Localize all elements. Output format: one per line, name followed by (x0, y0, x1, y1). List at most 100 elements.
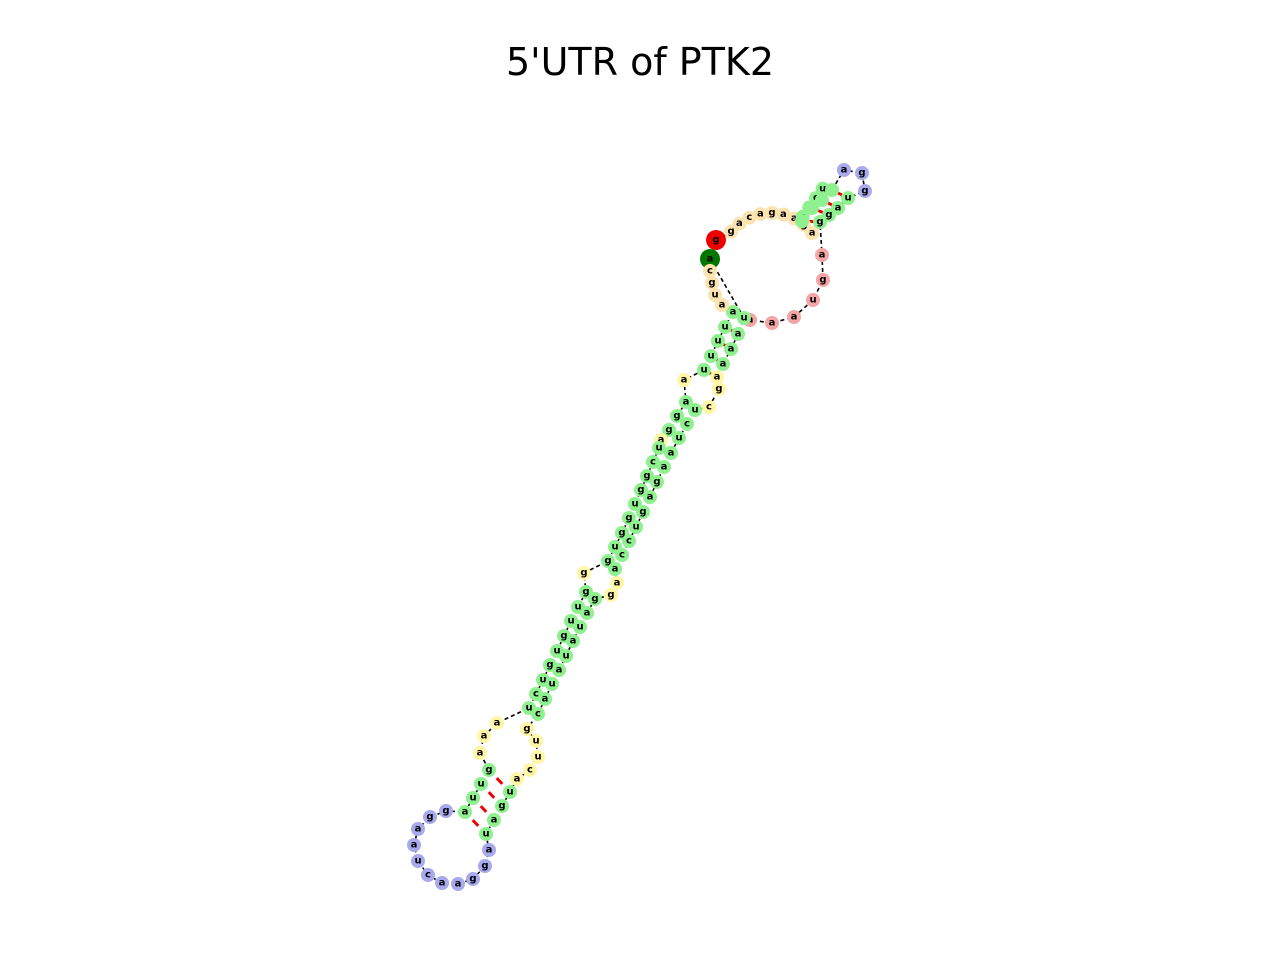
nucleotide-letter: u (844, 193, 851, 204)
nucleotide: a (435, 876, 449, 890)
nucleotide-letter: g (653, 477, 660, 488)
nucleotide: g (705, 276, 719, 290)
nucleotide-letter: g (426, 812, 433, 823)
nucleotide: c (702, 400, 716, 414)
nucleotide-circle (458, 805, 472, 819)
nucleotide-letter: a (736, 218, 743, 229)
base-pair-bond (479, 805, 488, 813)
nucleotide-circle (703, 264, 717, 278)
nucleotide-circle (646, 455, 660, 469)
nucleotide-circle (588, 592, 602, 606)
nucleotide-letter: a (757, 209, 764, 220)
nucleotide-letter: u (567, 616, 574, 627)
nucleotide-letter: u (707, 351, 714, 362)
base-pair-bond (487, 791, 496, 799)
nucleotide-circle (407, 838, 421, 852)
nucleotide-circle (710, 370, 724, 384)
nucleotide-letter: u (562, 651, 569, 662)
nucleotide-circle (672, 431, 686, 445)
nucleotide-letter: a (415, 824, 422, 835)
nucleotide-letter: u (553, 646, 560, 657)
nucleotide-circle (787, 310, 801, 324)
nucleotide-letter: g (607, 590, 614, 601)
nucleotide: g (855, 166, 869, 180)
nucleotide-circle (523, 763, 537, 777)
nucleotide: a (473, 746, 487, 760)
nucleotide: a (482, 843, 496, 857)
nucleotide-letter: a (681, 375, 688, 386)
nucleotide-circle (688, 403, 702, 417)
nucleotide-letter: u (631, 499, 638, 510)
nucleotide: a (710, 370, 724, 384)
nucleotide-letter: c (619, 550, 625, 561)
nucleotide: u (697, 363, 711, 377)
nucleotide: a (657, 460, 671, 474)
nucleotide-letter: c (533, 689, 539, 700)
nucleotide-letter: a (661, 462, 668, 473)
nucleotide-letter: c (527, 765, 533, 776)
nucleotide-letter: g (498, 801, 505, 812)
nucleotide-circle (411, 822, 425, 836)
nucleotide-circle (466, 872, 480, 886)
nucleotide-circle (439, 804, 453, 818)
nucleotide: g (764, 206, 779, 221)
nucleotide-circle (742, 210, 757, 225)
nucleotide: a (487, 813, 501, 827)
nucleotide-circle (652, 441, 666, 455)
nucleotide: g (662, 423, 676, 437)
nucleotide-letter: g (637, 485, 644, 496)
nucleotide-circle (712, 382, 726, 396)
nucleotide: u (479, 827, 493, 841)
nucleotide-circle (604, 588, 618, 602)
nucleotide: u (573, 620, 587, 634)
nucleotide: u (529, 734, 543, 748)
nucleotide: g (423, 810, 437, 824)
nucleotide: a (566, 634, 580, 648)
nucleotide (825, 183, 839, 197)
nucleotide-circle (731, 327, 745, 341)
nucleotide-letter: u (469, 793, 476, 804)
nucleotide-letter: g (861, 186, 868, 197)
nucleotide-letter: u (714, 336, 721, 347)
three-prime-end-nucleotide: a (700, 249, 720, 269)
nucleotide: a (458, 805, 472, 819)
nucleotide: a (731, 327, 745, 341)
nucleotide (795, 214, 809, 228)
nucleotide-circle (473, 746, 487, 760)
nucleotide-circle (622, 534, 636, 548)
nucleotide: a (643, 490, 657, 504)
nucleotide-circle (711, 334, 725, 348)
nucleotide: a (477, 729, 491, 743)
nucleotide: a (815, 248, 829, 262)
nucleotide: c (622, 534, 636, 548)
nucleotide: a (451, 877, 465, 891)
nucleotide: u (737, 311, 751, 325)
nucleotide-letter: a (614, 578, 621, 589)
nucleotide-letter: a (791, 213, 798, 224)
nucleotide-letter: g (618, 528, 625, 539)
nucleotide-circle (510, 772, 524, 786)
nucleotide: a (610, 576, 624, 590)
nucleotide-letter: g (816, 217, 823, 228)
nucleotide: g (813, 215, 827, 229)
nucleotide-circle (629, 520, 643, 534)
nucleotide-circle (716, 357, 730, 371)
nucleotide: u (806, 293, 820, 307)
nucleotide-circle (825, 183, 839, 197)
nucleotide-letter: g (825, 210, 832, 221)
nucleotide-letter: a (668, 448, 675, 459)
nucleotide-letter: u (611, 542, 618, 553)
nucleotide-letter: g (523, 724, 530, 735)
nucleotide: u (718, 320, 732, 334)
nucleotide-letter: g (604, 556, 611, 567)
nucleotide-circle (608, 562, 622, 576)
nucleotide: c (742, 210, 757, 225)
nucleotide-letter: u (548, 679, 555, 690)
nucleotide-circle (706, 230, 726, 250)
nucleotide-circle (474, 777, 488, 791)
nucleotide-letter: a (462, 807, 469, 818)
nucleotide-letter: g (712, 235, 719, 246)
nucleotide-circle (726, 305, 740, 319)
nucleotide-circle (487, 813, 501, 827)
nucleotide-letter: u (574, 602, 581, 613)
